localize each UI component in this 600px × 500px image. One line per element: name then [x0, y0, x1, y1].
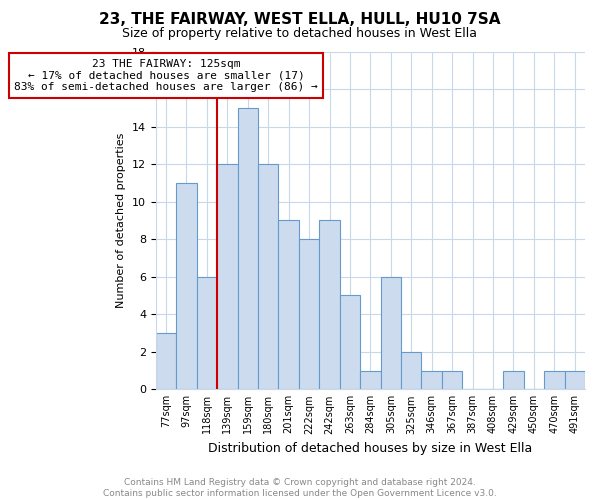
- Bar: [217, 164, 238, 390]
- Text: Size of property relative to detached houses in West Ella: Size of property relative to detached ho…: [122, 28, 478, 40]
- Bar: [176, 183, 197, 390]
- Bar: [258, 164, 278, 390]
- Text: Contains HM Land Registry data © Crown copyright and database right 2024.
Contai: Contains HM Land Registry data © Crown c…: [103, 478, 497, 498]
- Bar: [278, 220, 299, 390]
- Bar: [319, 220, 340, 390]
- Bar: [503, 370, 524, 390]
- Text: 23 THE FAIRWAY: 125sqm
← 17% of detached houses are smaller (17)
83% of semi-det: 23 THE FAIRWAY: 125sqm ← 17% of detached…: [14, 59, 318, 92]
- Bar: [565, 370, 585, 390]
- Bar: [238, 108, 258, 390]
- Bar: [421, 370, 442, 390]
- Bar: [156, 333, 176, 390]
- Bar: [401, 352, 421, 390]
- Text: 23, THE FAIRWAY, WEST ELLA, HULL, HU10 7SA: 23, THE FAIRWAY, WEST ELLA, HULL, HU10 7…: [99, 12, 501, 28]
- Bar: [442, 370, 463, 390]
- Bar: [380, 276, 401, 390]
- Y-axis label: Number of detached properties: Number of detached properties: [116, 132, 127, 308]
- Bar: [197, 276, 217, 390]
- Bar: [544, 370, 565, 390]
- X-axis label: Distribution of detached houses by size in West Ella: Distribution of detached houses by size …: [208, 442, 533, 455]
- Bar: [360, 370, 380, 390]
- Bar: [299, 239, 319, 390]
- Bar: [340, 296, 360, 390]
